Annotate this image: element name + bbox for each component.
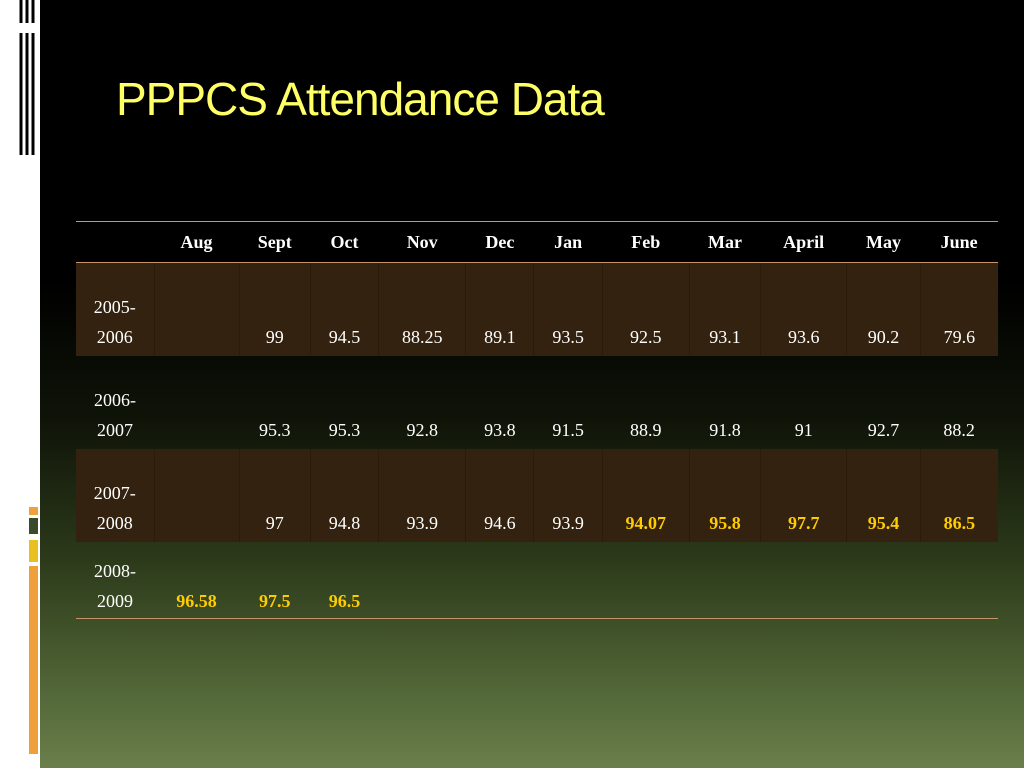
table-cell: 93.8	[484, 419, 516, 440]
table-cell: 97.5	[239, 541, 311, 619]
header-cell-corner	[76, 221, 154, 263]
table-header-row: Aug Sept Oct Nov Dec Jan Feb Mar April M…	[76, 221, 998, 263]
table-row: 2005- 2006 99 94.5 88.25 89.1 93.5 92.5 93.1 93.…	[76, 262, 998, 356]
table-cell: 93.9	[533, 448, 603, 542]
header-cell-june: June	[920, 221, 998, 263]
table-cell	[153, 262, 240, 356]
header-cell-jan: Jan	[533, 221, 603, 263]
table-cell: 95.4	[846, 448, 921, 542]
table-cell: 93.1	[688, 262, 761, 356]
table-cell: 93.5	[533, 262, 603, 356]
table-cell	[465, 541, 534, 619]
table-cell: 93.9	[378, 448, 466, 542]
table-cell: 97	[238, 448, 311, 542]
table-cell: 88.2	[943, 419, 975, 440]
table-cell	[154, 356, 239, 449]
table-cell	[153, 448, 240, 542]
table-cell	[760, 541, 847, 619]
table-row: 2007- 2008 97 94.8 93.9 94.6 93.9 94.07 95.8 97.…	[76, 448, 998, 542]
table-cell: 95.3	[258, 419, 291, 440]
table-cell: 94.07	[601, 448, 690, 542]
header-cell-aug: Aug	[154, 221, 240, 263]
accent-stripe-dark	[29, 518, 38, 534]
year-cell: 2007- 2008	[76, 448, 154, 542]
table-cell: 96.58	[154, 541, 240, 619]
attendance-table: Aug Sept Oct Nov Dec Jan Feb Mar April M…	[76, 221, 998, 619]
slide-left-margin	[0, 0, 40, 768]
table-cell: 93.6	[760, 262, 847, 356]
accent-stripe-orange-top	[29, 507, 38, 515]
table-cell	[602, 541, 690, 619]
year-cell: 2006- 2007	[94, 389, 136, 440]
header-cell-oct: Oct	[310, 221, 379, 263]
table-cell: 94.5	[309, 262, 379, 356]
decorative-frame-lines	[18, 0, 40, 155]
header-cell-sept: Sept	[239, 221, 311, 263]
table-cell: 94.6	[465, 448, 534, 542]
header-cell-mar: Mar	[689, 221, 761, 263]
header-cell-april: April	[760, 221, 847, 263]
table-cell: 79.6	[919, 262, 998, 356]
table-cell	[846, 541, 921, 619]
table-row: 2008- 2009 96.58 97.5 96.5	[76, 541, 998, 619]
table-cell: 97.7	[760, 448, 847, 542]
table-cell: 88.9	[629, 419, 662, 440]
table-cell: 92.7	[867, 419, 900, 440]
table-row: 2006- 2007 95.3 95.3 92.8 93.8 91.5 88.9 91.8 91…	[76, 356, 998, 449]
table-body: 2005- 2006 99 94.5 88.25 89.1 93.5 92.5 93.1 93.…	[76, 262, 998, 619]
table-cell: 88.25	[378, 262, 466, 356]
table-cell: 92.8	[406, 419, 438, 440]
table-cell: 95.8	[688, 448, 761, 542]
table-cell: 94.8	[309, 448, 379, 542]
table-cell	[920, 541, 998, 619]
table-cell	[378, 541, 466, 619]
slide-title: PPPCS Attendance Data	[116, 73, 605, 125]
table-cell	[533, 541, 603, 619]
header-cell-may: May	[846, 221, 921, 263]
table-cell: 91.8	[709, 419, 741, 440]
table-cell: 92.5	[601, 262, 690, 356]
table-cell: 90.2	[846, 262, 921, 356]
year-cell: 2005- 2006	[76, 262, 154, 356]
table-cell	[689, 541, 761, 619]
table-cell: 99	[238, 262, 311, 356]
header-cell-feb: Feb	[602, 221, 690, 263]
table-cell: 91	[794, 419, 813, 440]
accent-stripe-orange-long	[29, 566, 38, 754]
year-cell: 2008- 2009	[76, 541, 154, 619]
header-cell-nov: Nov	[378, 221, 466, 263]
table-cell: 96.5	[310, 541, 379, 619]
table-cell: 89.1	[465, 262, 534, 356]
accent-stripe-yellow	[29, 540, 38, 562]
table-cell: 95.3	[328, 419, 361, 440]
table-cell: 91.5	[552, 419, 584, 440]
header-cell-dec: Dec	[465, 221, 534, 263]
table-cell: 86.5	[919, 448, 998, 542]
